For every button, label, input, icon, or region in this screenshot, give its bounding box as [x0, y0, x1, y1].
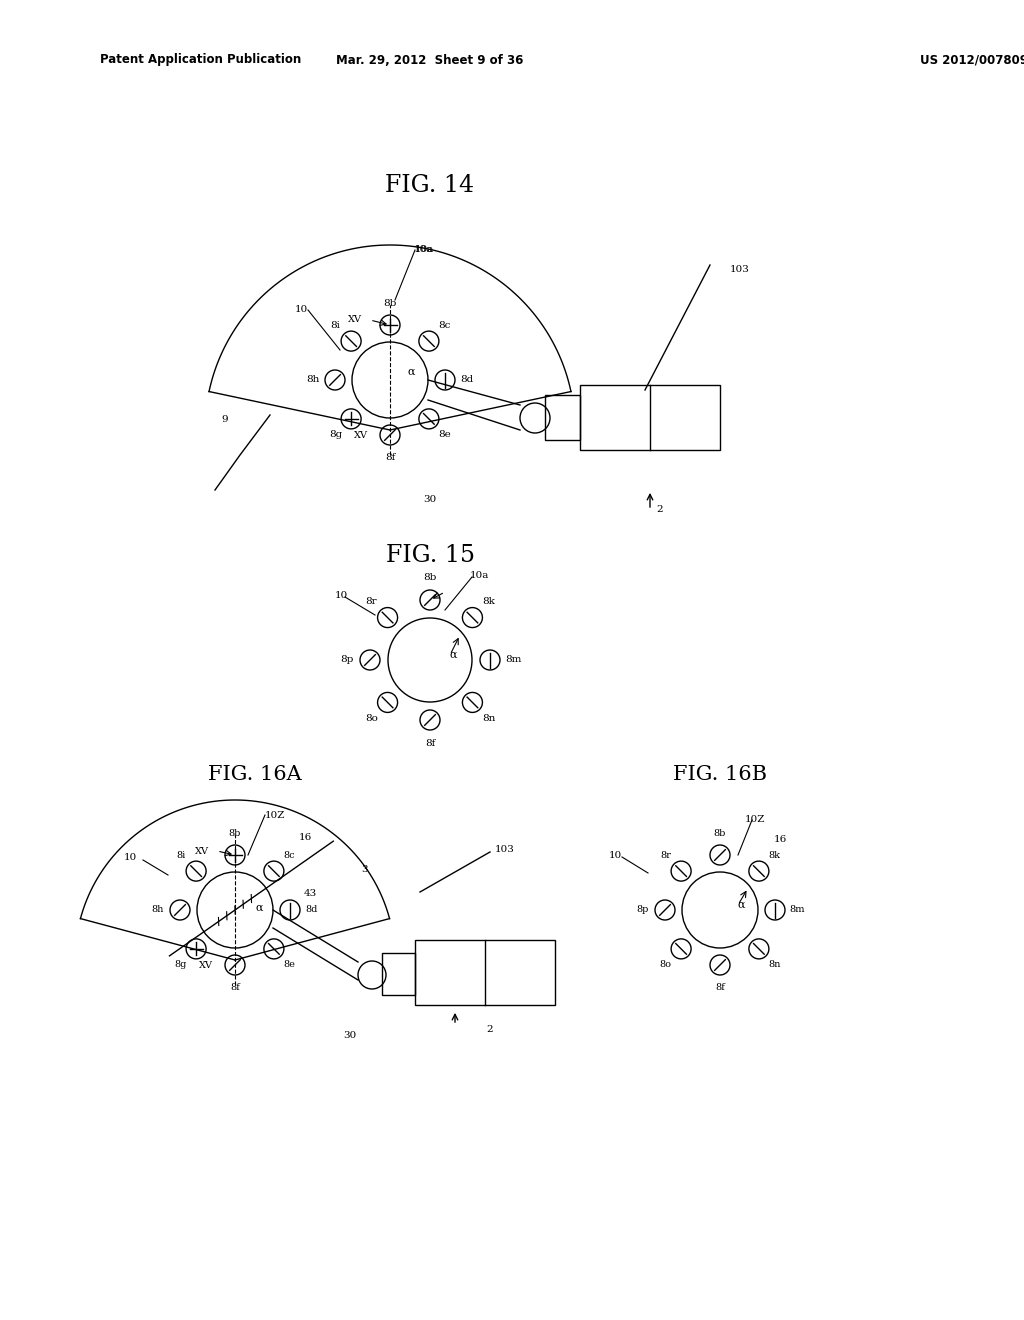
Text: 10a: 10a [470, 570, 489, 579]
Text: 8g: 8g [329, 430, 342, 440]
Text: 10a: 10a [415, 246, 434, 255]
Text: 8m: 8m [790, 906, 805, 915]
Text: 8b: 8b [714, 829, 726, 837]
Text: 9: 9 [221, 416, 228, 425]
Text: XV: XV [199, 961, 213, 969]
Text: 8o: 8o [659, 960, 672, 969]
Text: 30: 30 [423, 495, 436, 504]
Text: 8p: 8p [340, 656, 353, 664]
Text: 8r: 8r [366, 597, 377, 606]
Text: 8h: 8h [152, 906, 164, 915]
Text: 8g: 8g [174, 960, 186, 969]
Text: Patent Application Publication: Patent Application Publication [100, 54, 301, 66]
Text: FIG. 16B: FIG. 16B [673, 766, 767, 784]
Text: 8f: 8f [385, 453, 395, 462]
Text: 3: 3 [361, 866, 369, 874]
Bar [382, 953, 415, 995]
Text: 8o: 8o [365, 714, 378, 723]
Text: 10Z: 10Z [265, 810, 286, 820]
Text: 8k: 8k [482, 597, 496, 606]
Text: 10: 10 [335, 590, 348, 599]
Text: 8d: 8d [461, 375, 474, 384]
Text: 8f: 8f [425, 738, 435, 747]
Text: 8i: 8i [331, 321, 341, 330]
Text: 10: 10 [123, 854, 136, 862]
Text: 8d: 8d [306, 906, 318, 915]
Text: 8b: 8b [383, 298, 396, 308]
Text: XV: XV [195, 846, 209, 855]
Bar [580, 385, 720, 450]
Text: 8n: 8n [768, 960, 780, 969]
Text: 8r: 8r [660, 851, 671, 861]
Text: XV: XV [348, 315, 362, 325]
Text: 8n: 8n [482, 714, 496, 723]
Text: XV: XV [354, 430, 368, 440]
Text: α: α [408, 367, 416, 378]
Text: α: α [450, 649, 458, 660]
Text: 8k: 8k [768, 851, 780, 861]
Text: α: α [738, 900, 745, 909]
Text: 8p: 8p [637, 906, 649, 915]
Text: FIG. 15: FIG. 15 [385, 544, 474, 566]
Text: 8e: 8e [438, 430, 451, 440]
Text: 103: 103 [495, 846, 515, 854]
Bar [415, 940, 555, 1005]
Text: 103: 103 [730, 265, 750, 275]
Text: 8c: 8c [438, 321, 451, 330]
Text: 2: 2 [656, 506, 664, 515]
Text: 43: 43 [303, 888, 316, 898]
Text: 2: 2 [486, 1026, 494, 1035]
Text: 30: 30 [343, 1031, 356, 1040]
Text: 8h: 8h [306, 375, 319, 384]
Text: 16: 16 [298, 833, 311, 842]
Text: 8m: 8m [505, 656, 521, 664]
Text: 10a: 10a [414, 246, 433, 255]
Text: 10: 10 [295, 305, 308, 314]
Text: 8i: 8i [176, 851, 185, 861]
Bar [545, 395, 580, 440]
Text: α: α [255, 903, 262, 913]
Text: 10Z: 10Z [744, 816, 765, 825]
Text: 8b: 8b [228, 829, 242, 837]
Text: 10: 10 [608, 850, 622, 859]
Text: 8b: 8b [423, 573, 436, 582]
Text: 16: 16 [773, 836, 786, 845]
Text: US 2012/0078094 A1: US 2012/0078094 A1 [920, 54, 1024, 66]
Text: FIG. 16A: FIG. 16A [208, 766, 302, 784]
Text: 8f: 8f [230, 982, 240, 991]
Text: 8f: 8f [715, 982, 725, 991]
Text: Mar. 29, 2012  Sheet 9 of 36: Mar. 29, 2012 Sheet 9 of 36 [336, 54, 523, 66]
Text: FIG. 14: FIG. 14 [385, 173, 474, 197]
Text: 8e: 8e [284, 960, 295, 969]
Text: 8c: 8c [284, 851, 295, 861]
